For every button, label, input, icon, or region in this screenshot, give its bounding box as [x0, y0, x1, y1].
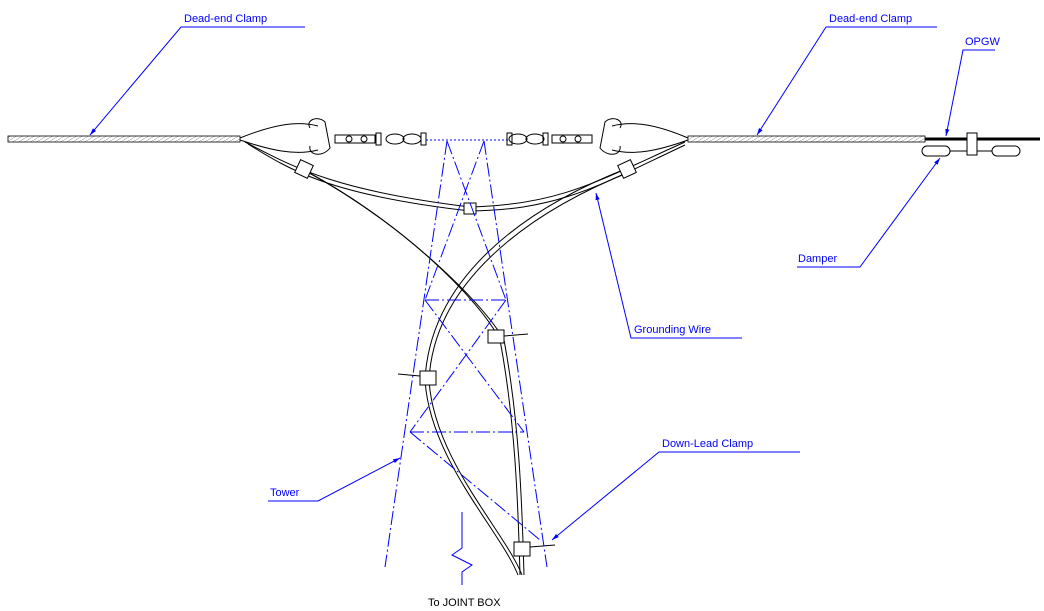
label: Grounding Wire [634, 324, 711, 336]
label: Damper [798, 253, 837, 265]
dead-end-left [240, 119, 426, 155]
damper [922, 133, 1020, 156]
label: Tower [270, 487, 300, 499]
leader [90, 27, 995, 540]
dead-end-right [507, 119, 688, 155]
wire-clamp [295, 160, 637, 556]
label: To JOINT BOX [428, 597, 501, 609]
label: Dead-end Clamp [184, 13, 267, 25]
diagram: Dead-end Clamp Dead-end Clamp OPGW Dampe… [0, 0, 1044, 611]
conductor [8, 136, 1040, 142]
label: Down-Lead Clamp [662, 438, 753, 450]
label: Dead-end Clamp [829, 13, 912, 25]
label: OPGW [965, 36, 1000, 48]
